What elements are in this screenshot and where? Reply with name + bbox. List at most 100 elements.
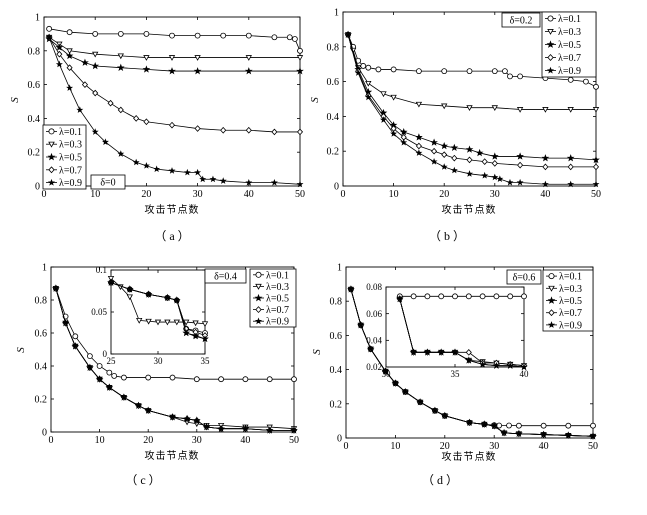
panel-d-xlabel: 攻击节点数 — [442, 450, 497, 463]
panel-b-xtick-label: 0 — [341, 189, 346, 200]
panel-a-series-5-point — [183, 168, 191, 176]
panel-d-inset-series-line-5 — [399, 298, 525, 368]
panel-a-series-4-point — [92, 89, 99, 97]
panel-d-xtick-label: 20 — [440, 441, 450, 452]
panel-c-inset-series-2-point — [201, 321, 209, 328]
panel-d-series-5-point — [500, 429, 508, 436]
panel-d-series-1-point — [516, 422, 522, 429]
panel-a-legend-swatch-marker — [48, 141, 55, 148]
panel-c-ytick-label: 1 — [42, 263, 47, 274]
panel-d-ytick-label: 1 — [337, 263, 342, 274]
panel-c-inset-series-5-point — [192, 332, 200, 340]
panel-d-inset-ytick-label: 0.08 — [366, 282, 382, 292]
panel-b-legend-label: λ=0.9 — [558, 66, 581, 77]
panel-b-series-4-point — [415, 142, 422, 150]
panel-a-axes: 0 10 20 30 40 50 0 0.2 0.4 0.6 0.8 1 — [28, 13, 306, 201]
panel-d-inset-series-1-point — [410, 293, 417, 300]
panel-b-legend-label: λ=0.7 — [558, 53, 581, 64]
panel-b-series-3-point — [516, 152, 524, 160]
panel-c-legend: λ=0.1λ=0.3λ=0.5λ=0.7λ=0.9 — [249, 268, 297, 328]
panel-b-series-1-point — [582, 78, 589, 85]
panel-b-series-3-point — [592, 155, 600, 164]
panel-b-legend-label: λ=0.3 — [558, 27, 581, 38]
panel-b-series-5-point — [516, 178, 524, 186]
panel-d-legend: λ=0.1λ=0.3λ=0.5λ=0.7λ=0.9 — [542, 269, 594, 332]
panel-d-ytick-label: 0.6 — [330, 331, 343, 342]
panel-d-inset-series-4-point — [465, 348, 472, 356]
panel-d-legend-swatch-marker — [547, 296, 556, 304]
panel-b-series-3-point — [541, 154, 550, 162]
panel-b-series-1-point — [360, 63, 367, 69]
panel-c-series-1-point — [169, 374, 176, 381]
panel-a-series-4-point — [143, 118, 150, 126]
panel-d-legend-label: λ=0.3 — [559, 284, 582, 295]
panel-d-series-5-point — [431, 406, 439, 414]
panel-a-ytick-label: 0 — [35, 182, 40, 193]
panel-b-series-5-point — [481, 171, 489, 179]
panel-b-series-5-point — [364, 93, 372, 101]
panel-b-series-2-point — [491, 105, 498, 112]
panel-c-inset-series-5-point — [163, 294, 171, 301]
panel-a-series-5-point — [66, 84, 74, 91]
panel-b-series-5 — [344, 30, 600, 188]
panel-c-series-1-point — [106, 369, 113, 376]
panel-d-legend-label: λ=0.9 — [559, 320, 582, 331]
panel-d-legend-swatch-marker — [548, 273, 555, 280]
panel-b-series-1-point — [502, 68, 508, 75]
panel-a-legend-swatch-marker — [47, 152, 56, 161]
panel-b-series-1-point — [415, 68, 422, 75]
panel-c-series-1-point — [145, 374, 152, 381]
panel-b-series-4-point — [592, 163, 600, 171]
panel-c-xtick-label: 50 — [289, 435, 299, 446]
panel-d-ylabel: S — [311, 349, 323, 355]
panel-b-legend: λ=0.1 λ=0.3 λ=0.5 λ=0.7 λ=0.9 — [541, 11, 597, 78]
panel-d-inset-series-5-point — [423, 348, 431, 356]
panel-c-inset-plot-frame — [110, 269, 206, 355]
panel-b-series-5-point — [491, 173, 499, 181]
panel-a-ytick-label: 0.8 — [28, 46, 41, 57]
panel-b-series-1-point — [567, 76, 574, 83]
panel-b-xlabel: 攻击节点数 — [442, 203, 497, 216]
panel-c-inset-series-5 — [107, 278, 209, 342]
panel-a-xtick-label: 40 — [244, 189, 254, 200]
panel-a-series-3-point — [244, 67, 253, 75]
panel-a-series-3-point — [81, 58, 89, 66]
panel-c-series-5-point — [290, 426, 298, 434]
panel-c-inset-axes: 25 30 35 0 0.05 0.1 — [91, 265, 210, 366]
panel-b-series-1-point — [517, 73, 523, 80]
panel-a-ytick-label: 1 — [35, 13, 40, 24]
panel-b-xtick-label: 30 — [490, 189, 500, 200]
panel-d-inset-series-1-point — [493, 293, 500, 300]
panel-c-inset-series-2-point — [154, 319, 162, 326]
panel-c-series-1-point — [242, 376, 249, 383]
panel-c-series-5-point — [183, 415, 191, 422]
panel-d-annotation: δ=0.6 — [513, 273, 536, 284]
panel-b-series-5-point — [567, 180, 575, 188]
panel-a-series-4-point — [271, 128, 278, 136]
panel-d-annotation-box — [506, 269, 542, 285]
panel-c-series-5-point — [105, 383, 113, 391]
panel-b-series-3-point — [475, 148, 484, 157]
panel-b-series-5-point — [430, 157, 438, 165]
panel-b-xtick-label: 20 — [439, 189, 449, 200]
panel-c-xtick-label: 20 — [143, 435, 153, 446]
panel-d-ytick-label: 0.4 — [330, 365, 343, 376]
panel-c-xtick-label: 10 — [95, 435, 105, 446]
panel-d-inset-xtick-label: 30 — [382, 369, 392, 379]
panel-c-ytick-label: 0.4 — [35, 362, 48, 373]
panel-c-series-5-point — [193, 416, 201, 424]
panel-a-series-5-point — [45, 33, 53, 41]
panel-d-inset-series-1 — [396, 293, 527, 300]
panel-b-series-2-point — [592, 107, 600, 113]
panel-a-series-1-point — [245, 32, 252, 39]
panel-b-series-3-point — [430, 138, 438, 146]
panel-c-inset-series-2-point — [145, 318, 152, 325]
panel-d-legend-label: λ=0.1 — [559, 272, 582, 283]
panel-c-legend-label: λ=0.1 — [266, 270, 289, 281]
panel-c-xtick-label: 30 — [192, 435, 202, 446]
panel-b-series-2-point — [365, 80, 372, 87]
panel-d-inset-ytick-label: 0.04 — [366, 335, 382, 345]
panel-a-series-4-point — [117, 106, 124, 114]
panel-d-series-5-point — [347, 285, 355, 293]
panel-a-series-3-point — [142, 65, 151, 73]
